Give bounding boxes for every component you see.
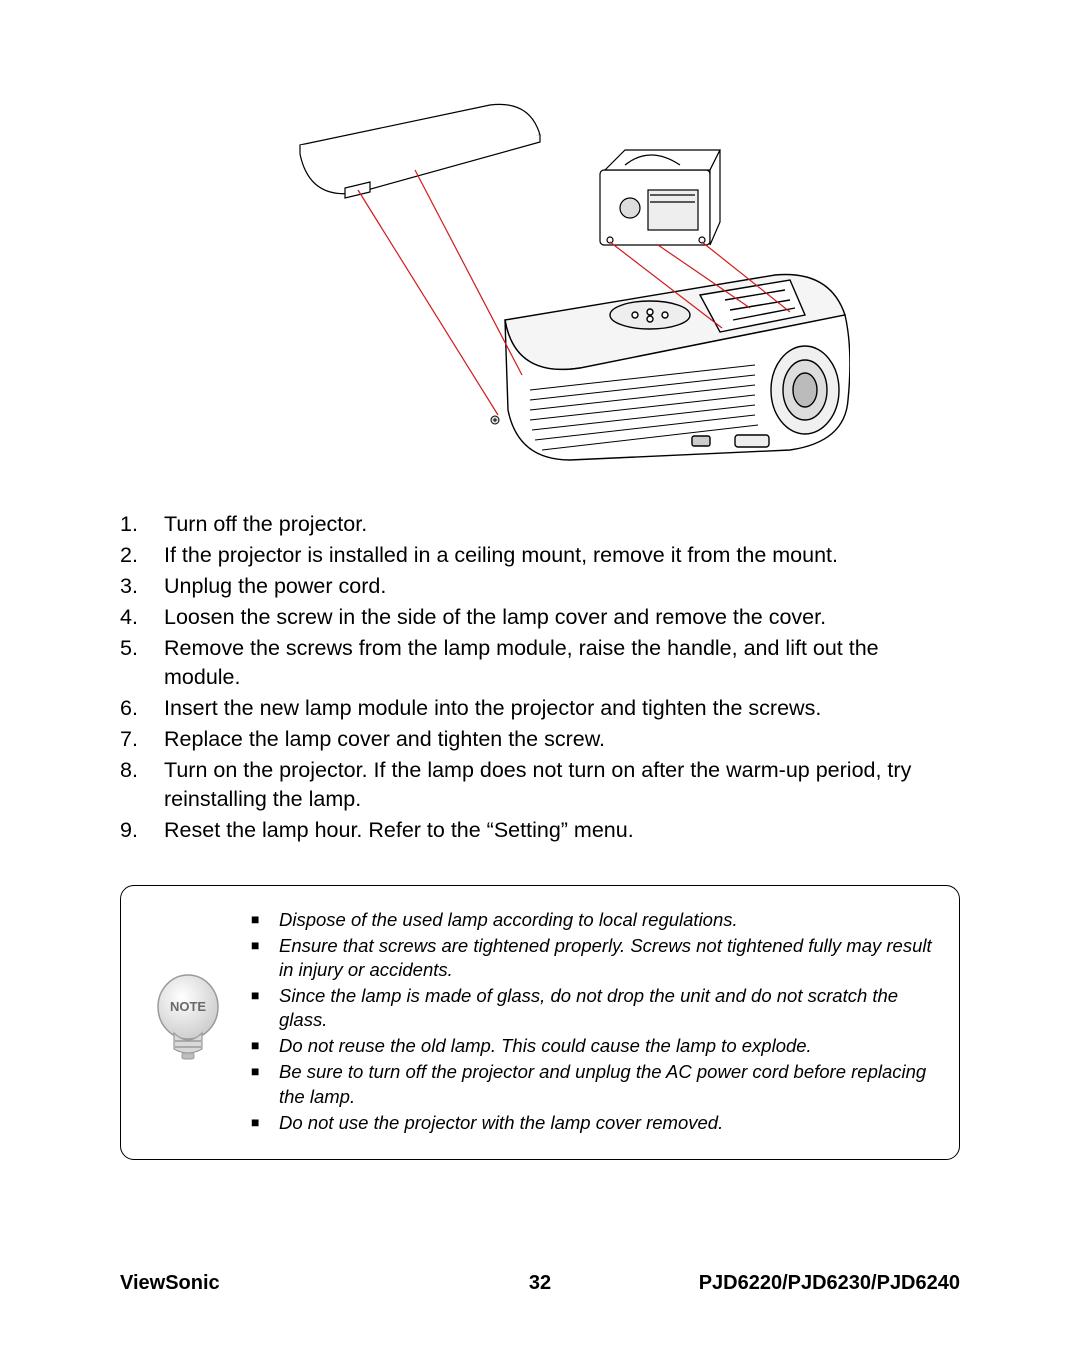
step-text: Remove the screws from the lamp module, …	[164, 634, 960, 692]
step-number: 4.	[120, 603, 164, 632]
projector-exploded-view	[230, 90, 850, 480]
note-list: ■ Dispose of the used lamp according to …	[251, 908, 937, 1136]
step-number: 8.	[120, 756, 164, 814]
step-number: 2.	[120, 541, 164, 570]
note-item: ■ Dispose of the used lamp according to …	[251, 908, 937, 932]
step-text: Reset the lamp hour. Refer to the “Setti…	[164, 816, 960, 845]
step-item: 8. Turn on the projector. If the lamp do…	[120, 756, 960, 814]
step-item: 6. Insert the new lamp module into the p…	[120, 694, 960, 723]
step-text: Turn on the projector. If the lamp does …	[164, 756, 960, 814]
note-label-text: NOTE	[170, 999, 206, 1014]
step-number: 7.	[120, 725, 164, 754]
step-text: Replace the lamp cover and tighten the s…	[164, 725, 960, 754]
note-text: Dispose of the used lamp according to lo…	[279, 908, 937, 932]
step-text: Loosen the screw in the side of the lamp…	[164, 603, 960, 632]
footer-model: PJD6220/PJD6230/PJD6240	[699, 1272, 960, 1295]
step-text: Insert the new lamp module into the proj…	[164, 694, 960, 723]
note-text: Do not reuse the old lamp. This could ca…	[279, 1034, 937, 1058]
step-number: 9.	[120, 816, 164, 845]
bullet-icon: ■	[251, 1111, 279, 1135]
bullet-icon: ■	[251, 1060, 279, 1108]
step-text: Unplug the power cord.	[164, 572, 960, 601]
note-text: Since the lamp is made of glass, do not …	[279, 984, 937, 1032]
step-number: 5.	[120, 634, 164, 692]
step-item: 9. Reset the lamp hour. Refer to the “Se…	[120, 816, 960, 845]
manual-page: 1. Turn off the projector. 2. If the pro…	[0, 0, 1080, 1355]
note-box: NOTE ■ Dispose of the used lamp accordin…	[120, 885, 960, 1159]
step-item: 1. Turn off the projector.	[120, 510, 960, 539]
step-number: 3.	[120, 572, 164, 601]
note-bulb-icon: NOTE	[143, 967, 233, 1077]
step-text: If the projector is installed in a ceili…	[164, 541, 960, 570]
note-text: Ensure that screws are tightened properl…	[279, 934, 937, 982]
note-item: ■ Since the lamp is made of glass, do no…	[251, 984, 937, 1032]
step-item: 7. Replace the lamp cover and tighten th…	[120, 725, 960, 754]
note-item: ■ Do not use the projector with the lamp…	[251, 1111, 937, 1135]
bullet-icon: ■	[251, 984, 279, 1032]
page-footer: ViewSonic 32 PJD6220/PJD6230/PJD6240	[120, 1272, 960, 1295]
note-text: Do not use the projector with the lamp c…	[279, 1111, 937, 1135]
step-text: Turn off the projector.	[164, 510, 960, 539]
projector-diagram	[120, 90, 960, 480]
bullet-icon: ■	[251, 1034, 279, 1058]
step-number: 6.	[120, 694, 164, 723]
note-item: ■ Be sure to turn off the projector and …	[251, 1060, 937, 1108]
bullet-icon: ■	[251, 908, 279, 932]
note-item: ■ Do not reuse the old lamp. This could …	[251, 1034, 937, 1058]
bullet-icon: ■	[251, 934, 279, 982]
step-item: 4. Loosen the screw in the side of the l…	[120, 603, 960, 632]
step-item: 3. Unplug the power cord.	[120, 572, 960, 601]
step-item: 5. Remove the screws from the lamp modul…	[120, 634, 960, 692]
step-item: 2. If the projector is installed in a ce…	[120, 541, 960, 570]
step-number: 1.	[120, 510, 164, 539]
note-text: Be sure to turn off the projector and un…	[279, 1060, 937, 1108]
instruction-steps: 1. Turn off the projector. 2. If the pro…	[120, 510, 960, 845]
note-item: ■ Ensure that screws are tightened prope…	[251, 934, 937, 982]
